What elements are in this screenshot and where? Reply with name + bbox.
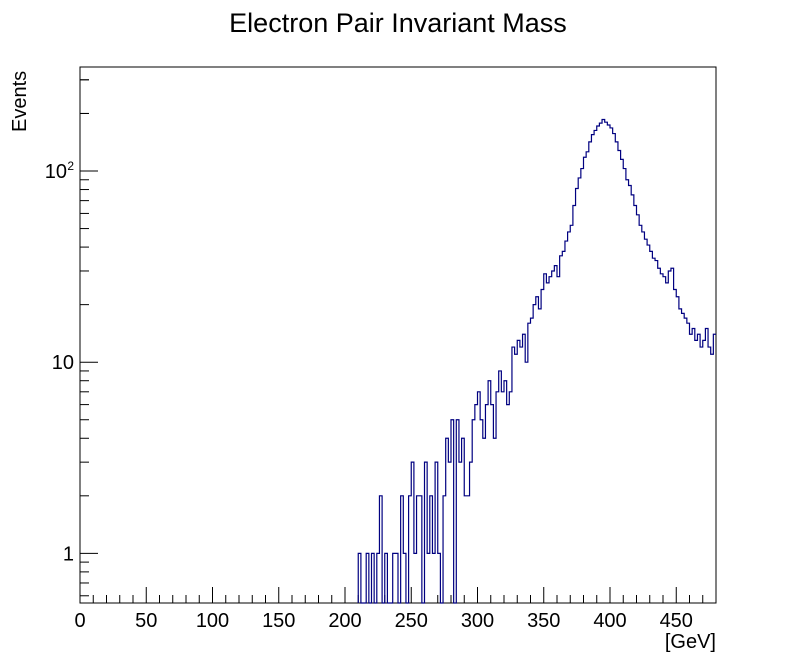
x-tick-label: 200 <box>328 610 361 632</box>
x-tick-label: 150 <box>262 610 295 632</box>
histogram-line <box>357 118 716 604</box>
x-tick-label: 250 <box>395 610 428 632</box>
x-tick-label: 400 <box>593 610 626 632</box>
y-axis-label: Events <box>9 71 31 132</box>
x-tick-label: 300 <box>461 610 494 632</box>
plot-frame <box>79 66 717 604</box>
x-tick-label: 50 <box>135 610 157 632</box>
x-tick-label: 450 <box>660 610 693 632</box>
x-axis: 0 50 100 150 200 250 300 350 400 450 <box>74 587 717 632</box>
x-tick-label: 350 <box>527 610 560 632</box>
x-tick-label: 100 <box>196 610 229 632</box>
x-axis-label: [GeV] <box>665 631 716 653</box>
y-tick-label: 10 <box>52 352 74 374</box>
y-tick-exponent: 2 <box>67 159 74 173</box>
x-tick-label: 0 <box>74 610 85 632</box>
y-tick-label: 1 <box>63 543 74 565</box>
chart-title: Electron Pair Invariant Mass <box>229 8 567 38</box>
y-tick-label: 10 <box>45 161 67 183</box>
